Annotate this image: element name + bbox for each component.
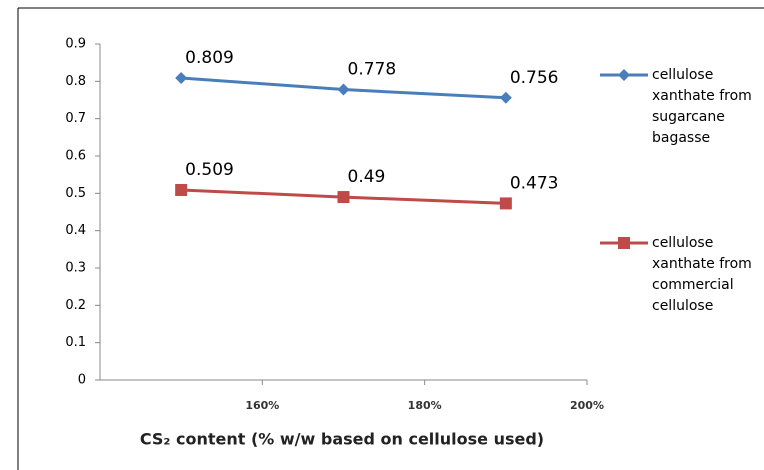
data-label: 0.809 (185, 48, 234, 68)
legend-marker (618, 69, 630, 81)
marker (499, 91, 512, 104)
y-tick-label: 0.6 (65, 149, 86, 164)
x-tick-label: 160% (245, 399, 279, 412)
y-tick-label: 0.8 (65, 74, 86, 89)
legend-label: cellulose xanthate from commercial cellu… (652, 235, 752, 314)
marker (337, 83, 350, 96)
x-axis-label: CS₂ content (% w/w based on cellulose us… (140, 430, 544, 449)
legend-label: cellulose xanthate from sugarcane bagass… (652, 67, 752, 146)
y-tick-label: 0.5 (65, 186, 86, 201)
y-tick-label: 0.9 (65, 37, 86, 52)
y-tick-label: 0.4 (65, 223, 86, 238)
data-label: 0.778 (348, 60, 397, 80)
legend-marker (618, 237, 630, 249)
data-label: 0.509 (185, 160, 234, 180)
y-tick-label: 0.7 (65, 111, 86, 126)
marker (175, 183, 188, 196)
marker (175, 71, 188, 84)
y-tick-label: 0.3 (65, 261, 86, 276)
y-tick-label: 0.2 (65, 298, 86, 313)
x-tick-label: 180% (408, 399, 442, 412)
y-tick-label: 0 (78, 373, 86, 388)
marker (499, 197, 512, 210)
data-label: 0.473 (510, 173, 559, 193)
x-tick-label: 200% (570, 399, 604, 412)
y-tick-label: 0.1 (65, 335, 86, 350)
data-label: 0.49 (348, 167, 386, 187)
marker (337, 191, 350, 204)
data-label: 0.756 (510, 68, 559, 88)
